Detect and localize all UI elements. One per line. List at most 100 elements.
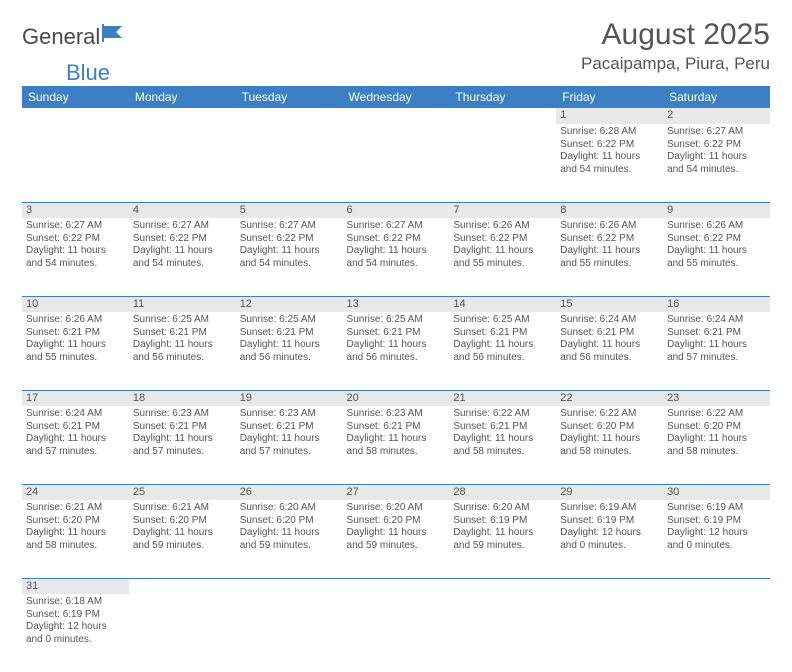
day-detail-cell: Sunrise: 6:27 AMSunset: 6:22 PMDaylight:… bbox=[236, 218, 343, 296]
detail-row: Sunrise: 6:26 AMSunset: 6:21 PMDaylight:… bbox=[22, 312, 770, 390]
day-detail-cell: Sunrise: 6:25 AMSunset: 6:21 PMDaylight:… bbox=[236, 312, 343, 390]
day-number-cell bbox=[343, 578, 450, 594]
day-detail-cell: Sunrise: 6:25 AMSunset: 6:21 PMDaylight:… bbox=[343, 312, 450, 390]
day-number-cell bbox=[556, 578, 663, 594]
day-number-cell: 24 bbox=[22, 484, 129, 500]
daynum-row: 3456789 bbox=[22, 202, 770, 218]
day-detail-cell bbox=[129, 124, 236, 202]
detail-row: Sunrise: 6:18 AMSunset: 6:19 PMDaylight:… bbox=[22, 594, 770, 672]
day-detail-cell: Sunrise: 6:21 AMSunset: 6:20 PMDaylight:… bbox=[129, 500, 236, 578]
day-detail-cell bbox=[129, 594, 236, 672]
month-title: August 2025 bbox=[581, 18, 770, 52]
day-detail-cell: Sunrise: 6:27 AMSunset: 6:22 PMDaylight:… bbox=[343, 218, 450, 296]
day-number-cell: 14 bbox=[449, 296, 556, 312]
day-detail-cell: Sunrise: 6:24 AMSunset: 6:21 PMDaylight:… bbox=[22, 406, 129, 484]
day-detail-cell bbox=[556, 594, 663, 672]
weekday-header: Saturday bbox=[663, 86, 770, 108]
day-number-cell: 11 bbox=[129, 296, 236, 312]
weekday-header: Wednesday bbox=[343, 86, 450, 108]
day-detail-cell bbox=[236, 124, 343, 202]
day-detail-cell: Sunrise: 6:19 AMSunset: 6:19 PMDaylight:… bbox=[663, 500, 770, 578]
location: Pacaipampa, Piura, Peru bbox=[581, 54, 770, 74]
daynum-row: 31 bbox=[22, 578, 770, 594]
calendar-table: SundayMondayTuesdayWednesdayThursdayFrid… bbox=[22, 86, 770, 672]
day-detail-cell: Sunrise: 6:24 AMSunset: 6:21 PMDaylight:… bbox=[663, 312, 770, 390]
day-number-cell bbox=[22, 108, 129, 124]
title-block: August 2025 Pacaipampa, Piura, Peru bbox=[581, 18, 770, 74]
logo-part1: General bbox=[22, 24, 100, 50]
day-detail-cell: Sunrise: 6:23 AMSunset: 6:21 PMDaylight:… bbox=[236, 406, 343, 484]
day-detail-cell: Sunrise: 6:25 AMSunset: 6:21 PMDaylight:… bbox=[449, 312, 556, 390]
weekday-header: Thursday bbox=[449, 86, 556, 108]
day-number-cell: 17 bbox=[22, 390, 129, 406]
day-detail-cell bbox=[343, 594, 450, 672]
day-number-cell bbox=[129, 578, 236, 594]
day-detail-cell bbox=[663, 594, 770, 672]
day-number-cell: 19 bbox=[236, 390, 343, 406]
weekday-header-row: SundayMondayTuesdayWednesdayThursdayFrid… bbox=[22, 86, 770, 108]
day-number-cell: 29 bbox=[556, 484, 663, 500]
logo: General bbox=[22, 24, 128, 50]
day-number-cell: 12 bbox=[236, 296, 343, 312]
day-number-cell bbox=[236, 108, 343, 124]
day-number-cell: 8 bbox=[556, 202, 663, 218]
daynum-row: 24252627282930 bbox=[22, 484, 770, 500]
day-detail-cell: Sunrise: 6:26 AMSunset: 6:21 PMDaylight:… bbox=[22, 312, 129, 390]
day-detail-cell: Sunrise: 6:26 AMSunset: 6:22 PMDaylight:… bbox=[663, 218, 770, 296]
daynum-row: 12 bbox=[22, 108, 770, 124]
day-number-cell: 20 bbox=[343, 390, 450, 406]
day-detail-cell: Sunrise: 6:25 AMSunset: 6:21 PMDaylight:… bbox=[129, 312, 236, 390]
detail-row: Sunrise: 6:21 AMSunset: 6:20 PMDaylight:… bbox=[22, 500, 770, 578]
day-detail-cell: Sunrise: 6:23 AMSunset: 6:21 PMDaylight:… bbox=[343, 406, 450, 484]
day-detail-cell: Sunrise: 6:23 AMSunset: 6:21 PMDaylight:… bbox=[129, 406, 236, 484]
flag-icon bbox=[102, 24, 128, 42]
day-number-cell: 2 bbox=[663, 108, 770, 124]
day-number-cell: 6 bbox=[343, 202, 450, 218]
day-number-cell: 25 bbox=[129, 484, 236, 500]
day-number-cell bbox=[236, 578, 343, 594]
day-detail-cell: Sunrise: 6:22 AMSunset: 6:21 PMDaylight:… bbox=[449, 406, 556, 484]
day-number-cell: 5 bbox=[236, 202, 343, 218]
day-number-cell bbox=[449, 578, 556, 594]
day-number-cell: 16 bbox=[663, 296, 770, 312]
detail-row: Sunrise: 6:24 AMSunset: 6:21 PMDaylight:… bbox=[22, 406, 770, 484]
day-number-cell: 21 bbox=[449, 390, 556, 406]
day-number-cell bbox=[663, 578, 770, 594]
day-detail-cell: Sunrise: 6:26 AMSunset: 6:22 PMDaylight:… bbox=[449, 218, 556, 296]
day-number-cell: 1 bbox=[556, 108, 663, 124]
day-detail-cell: Sunrise: 6:27 AMSunset: 6:22 PMDaylight:… bbox=[129, 218, 236, 296]
day-number-cell bbox=[129, 108, 236, 124]
day-detail-cell bbox=[236, 594, 343, 672]
day-number-cell: 26 bbox=[236, 484, 343, 500]
day-number-cell bbox=[449, 108, 556, 124]
weekday-header: Friday bbox=[556, 86, 663, 108]
calendar-body: 12Sunrise: 6:28 AMSunset: 6:22 PMDayligh… bbox=[22, 108, 770, 672]
day-number-cell: 7 bbox=[449, 202, 556, 218]
weekday-header: Sunday bbox=[22, 86, 129, 108]
day-number-cell: 10 bbox=[22, 296, 129, 312]
day-detail-cell: Sunrise: 6:27 AMSunset: 6:22 PMDaylight:… bbox=[22, 218, 129, 296]
day-detail-cell bbox=[449, 594, 556, 672]
detail-row: Sunrise: 6:27 AMSunset: 6:22 PMDaylight:… bbox=[22, 218, 770, 296]
day-detail-cell: Sunrise: 6:20 AMSunset: 6:20 PMDaylight:… bbox=[236, 500, 343, 578]
day-detail-cell: Sunrise: 6:18 AMSunset: 6:19 PMDaylight:… bbox=[22, 594, 129, 672]
day-detail-cell: Sunrise: 6:21 AMSunset: 6:20 PMDaylight:… bbox=[22, 500, 129, 578]
day-number-cell: 23 bbox=[663, 390, 770, 406]
day-number-cell: 30 bbox=[663, 484, 770, 500]
day-detail-cell: Sunrise: 6:26 AMSunset: 6:22 PMDaylight:… bbox=[556, 218, 663, 296]
day-detail-cell: Sunrise: 6:28 AMSunset: 6:22 PMDaylight:… bbox=[556, 124, 663, 202]
day-number-cell: 9 bbox=[663, 202, 770, 218]
day-detail-cell: Sunrise: 6:24 AMSunset: 6:21 PMDaylight:… bbox=[556, 312, 663, 390]
day-number-cell: 27 bbox=[343, 484, 450, 500]
day-number-cell bbox=[343, 108, 450, 124]
day-number-cell: 31 bbox=[22, 578, 129, 594]
weekday-header: Tuesday bbox=[236, 86, 343, 108]
weekday-header: Monday bbox=[129, 86, 236, 108]
day-number-cell: 22 bbox=[556, 390, 663, 406]
day-detail-cell bbox=[22, 124, 129, 202]
day-detail-cell: Sunrise: 6:19 AMSunset: 6:19 PMDaylight:… bbox=[556, 500, 663, 578]
day-detail-cell: Sunrise: 6:27 AMSunset: 6:22 PMDaylight:… bbox=[663, 124, 770, 202]
detail-row: Sunrise: 6:28 AMSunset: 6:22 PMDaylight:… bbox=[22, 124, 770, 202]
logo-part2: Blue bbox=[66, 60, 110, 86]
day-detail-cell: Sunrise: 6:22 AMSunset: 6:20 PMDaylight:… bbox=[556, 406, 663, 484]
